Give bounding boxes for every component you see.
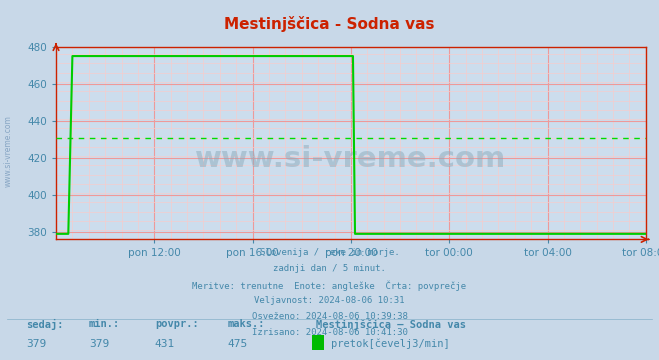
Text: 475: 475 xyxy=(227,339,248,349)
Text: www.si-vreme.com: www.si-vreme.com xyxy=(195,144,507,172)
Text: Osveženo: 2024-08-06 10:39:38: Osveženo: 2024-08-06 10:39:38 xyxy=(252,312,407,321)
Text: pretok[čevelj3/min]: pretok[čevelj3/min] xyxy=(331,338,449,349)
Text: www.si-vreme.com: www.si-vreme.com xyxy=(3,115,13,187)
Text: povpr.:: povpr.: xyxy=(155,319,198,329)
Text: 379: 379 xyxy=(26,339,47,349)
Text: Meritve: trenutne  Enote: angleške  Črta: povprečje: Meritve: trenutne Enote: angleške Črta: … xyxy=(192,280,467,291)
Text: maks.:: maks.: xyxy=(227,319,265,329)
Text: Veljavnost: 2024-08-06 10:31: Veljavnost: 2024-08-06 10:31 xyxy=(254,296,405,305)
Text: zadnji dan / 5 minut.: zadnji dan / 5 minut. xyxy=(273,264,386,273)
Text: sedaj:: sedaj: xyxy=(26,319,64,329)
Text: 431: 431 xyxy=(155,339,175,349)
Text: Mestinjščica – Sodna vas: Mestinjščica – Sodna vas xyxy=(316,319,467,329)
Text: Slovenija / reke in morje.: Slovenija / reke in morje. xyxy=(260,248,399,257)
Text: Mestinjščica - Sodna vas: Mestinjščica - Sodna vas xyxy=(224,16,435,32)
Text: Izrisano: 2024-08-06 10:41:30: Izrisano: 2024-08-06 10:41:30 xyxy=(252,328,407,337)
Text: 379: 379 xyxy=(89,339,109,349)
Text: min.:: min.: xyxy=(89,319,120,329)
